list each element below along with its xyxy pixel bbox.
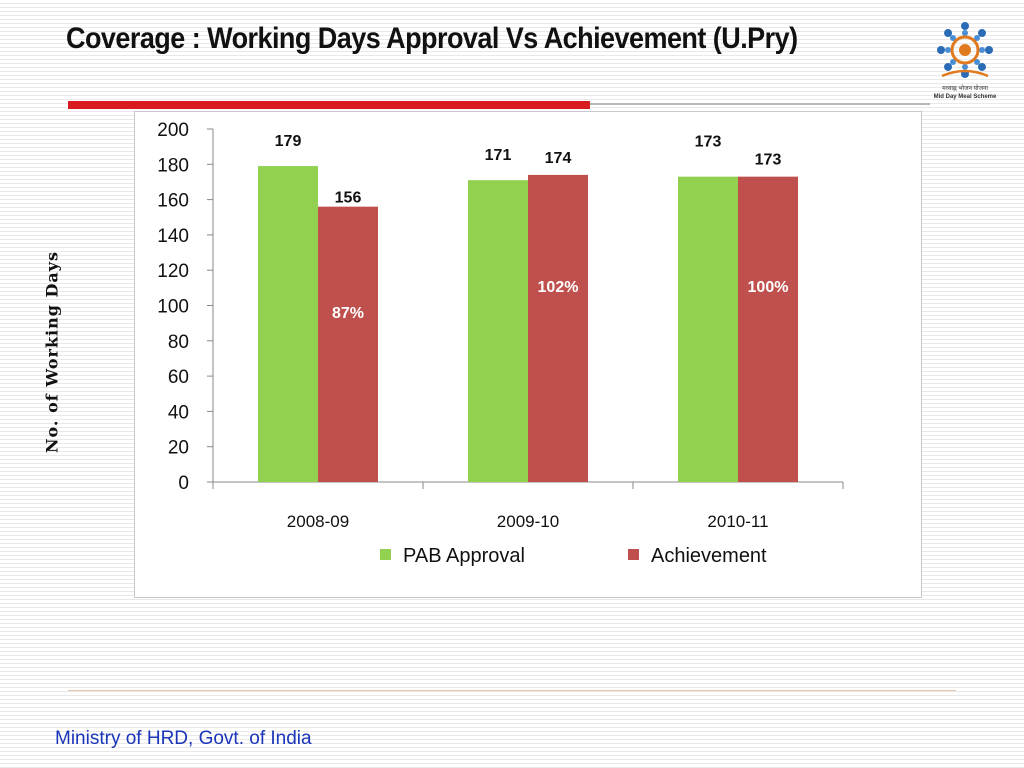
logo-figure-head <box>937 46 945 54</box>
data-label: 173 <box>695 134 722 151</box>
y-tick-label: 120 <box>157 261 189 282</box>
y-tick-label: 100 <box>157 297 189 318</box>
approval-bar <box>258 166 318 482</box>
logo-figure-body <box>974 59 981 66</box>
slide-title: Coverage : Working Days Approval Vs Achi… <box>66 22 798 55</box>
y-tick-label: 60 <box>168 367 189 388</box>
logo-figure-head <box>985 46 993 54</box>
logo-figure-body <box>949 59 956 66</box>
percent-label: 87% <box>332 305 364 322</box>
bar-chart: 0 20 40 60 80 100 120 140 160 180 200 2008-09 2009-… <box>157 120 844 567</box>
y-axis-title: No. of Working Days <box>42 250 62 454</box>
percent-label: 100% <box>748 279 789 296</box>
logo-figure-head <box>961 22 969 30</box>
y-axis: 0 20 40 60 80 100 120 140 160 180 200 <box>157 120 214 494</box>
logo-figure-head <box>977 62 986 71</box>
x-tick-label: 2008-09 <box>287 512 349 531</box>
logo-caption-hindi: मध्याह्न भोजन योजना <box>942 86 988 92</box>
data-labels: 179 156 87% 171 174 102% 173 173 100% <box>275 133 789 322</box>
approval-bar <box>468 180 528 482</box>
logo-figure-head <box>944 29 953 38</box>
y-tick-label: 200 <box>157 120 189 141</box>
chart-frame: 0 20 40 60 80 100 120 140 160 180 200 2008-09 2009-… <box>134 111 922 598</box>
x-axis: 2008-09 2009-10 2010-11 <box>212 481 844 531</box>
approval-bar <box>678 176 738 482</box>
mid-day-meal-logo: मध्याह्न भोजन योजना Mid Day Meal Scheme <box>928 16 1002 106</box>
mid-day-meal-logo-emblem-icon <box>937 22 993 78</box>
data-label: 179 <box>275 133 302 150</box>
data-label: 156 <box>335 190 362 207</box>
y-tick-label: 20 <box>168 438 189 459</box>
title-underline-grey <box>590 103 930 105</box>
footer-text: Ministry of HRD, Govt. of India <box>55 728 312 749</box>
logo-figure-body <box>974 34 981 41</box>
logo-figure-body <box>962 30 968 36</box>
achievement-bar <box>738 176 798 482</box>
logo-figure-body <box>962 64 968 70</box>
y-tick-label: 180 <box>157 155 189 176</box>
footer-divider <box>68 690 956 691</box>
achievement-bar <box>528 174 588 482</box>
bar-series <box>258 166 798 482</box>
legend-label: Achievement <box>651 545 767 567</box>
logo-figure-head <box>977 29 986 38</box>
logo-figure-body <box>979 47 985 53</box>
y-tick-label: 140 <box>157 226 189 247</box>
legend-swatch <box>628 549 639 560</box>
logo-figure-body <box>945 47 951 53</box>
logo-figure-head <box>944 62 953 71</box>
y-tick-label: 40 <box>168 402 189 423</box>
chart-legend: PAB Approval Achievement <box>380 545 767 567</box>
y-tick-label: 160 <box>157 191 189 212</box>
data-label: 174 <box>545 150 572 167</box>
data-label: 173 <box>755 152 782 169</box>
x-tick-label: 2009-10 <box>497 512 559 531</box>
data-label: 171 <box>485 147 512 164</box>
percent-label: 102% <box>538 279 579 296</box>
logo-figure-body <box>949 34 956 41</box>
achievement-bar <box>318 206 378 482</box>
logo-caption-english: Mid Day Meal Scheme <box>933 94 997 100</box>
title-underline-red <box>68 101 590 109</box>
y-tick-label: 0 <box>178 473 189 494</box>
legend-swatch <box>380 549 391 560</box>
y-tick-label: 80 <box>168 332 189 353</box>
legend-label: PAB Approval <box>403 545 525 567</box>
x-tick-label: 2010-11 <box>707 512 768 531</box>
